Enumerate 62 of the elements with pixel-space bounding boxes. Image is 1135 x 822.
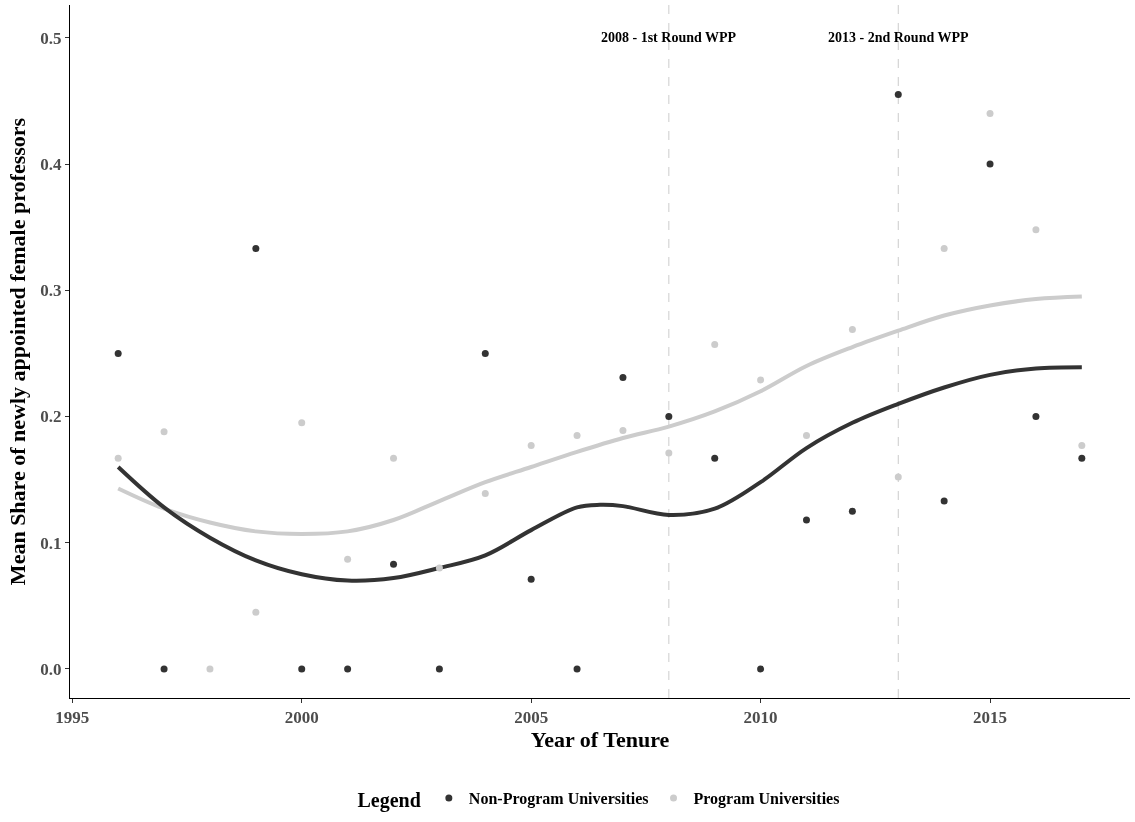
point: [390, 454, 398, 462]
point: [573, 665, 581, 673]
point: [986, 160, 994, 168]
point: [665, 449, 673, 457]
point: [986, 110, 994, 118]
point: [848, 507, 856, 515]
point: [390, 560, 398, 568]
y-tick-label: 0.2: [40, 407, 62, 427]
point: [573, 431, 581, 439]
point: [848, 325, 856, 333]
legend-label: Program Universities: [693, 790, 840, 809]
point: [757, 665, 765, 673]
point: [665, 413, 673, 421]
point: [481, 349, 489, 357]
ref-line-label: 2008 - 1st Round WPP: [601, 30, 737, 45]
x-tick-label: 2015: [973, 708, 1008, 728]
y-axis-title: Mean Share of newly appointed female professors: [5, 117, 31, 586]
point: [252, 245, 260, 253]
point: [344, 555, 352, 563]
point: [1078, 442, 1086, 450]
point: [206, 665, 214, 673]
y-tick-label: 0.0: [40, 659, 62, 679]
y-tick-label: 0.5: [40, 28, 62, 48]
point: [160, 665, 168, 673]
point: [298, 665, 306, 673]
y-tick-label: 0.4: [40, 155, 63, 174]
x-tick-label: 2005: [514, 708, 549, 728]
point: [711, 454, 719, 462]
ref-line-label: 2013 - 2nd Round WPP: [828, 30, 969, 45]
point: [619, 426, 627, 434]
point: [802, 431, 810, 439]
point: [940, 497, 948, 505]
x-tick-label: 1995: [55, 708, 90, 728]
point: [252, 608, 260, 616]
point: [160, 428, 168, 436]
point: [298, 419, 306, 427]
point: [435, 564, 443, 572]
line-series: [116, 365, 1084, 583]
x-tick-label: 2010: [743, 708, 778, 728]
y-tick-label: 0.3: [40, 281, 62, 301]
point: [1032, 226, 1040, 234]
point: [435, 665, 443, 673]
legend-title: Legend: [357, 789, 421, 813]
point: [894, 91, 902, 99]
point: [481, 490, 489, 498]
point: [802, 516, 810, 524]
point: [1032, 413, 1040, 421]
point: [527, 575, 535, 583]
point: [114, 454, 122, 462]
point: [1078, 454, 1086, 462]
x-axis-title: Year of Tenure: [530, 727, 670, 753]
legend-label: Non-Program Universities: [468, 790, 649, 809]
x-tick-label: 2000: [284, 708, 319, 728]
point: [757, 376, 765, 384]
point: [894, 473, 902, 481]
point: [344, 665, 352, 673]
point: [527, 442, 535, 450]
y-tick-label: 0.1: [40, 533, 62, 553]
point: [114, 349, 122, 357]
point: [711, 341, 719, 349]
point: [619, 373, 627, 381]
point: [940, 245, 948, 253]
